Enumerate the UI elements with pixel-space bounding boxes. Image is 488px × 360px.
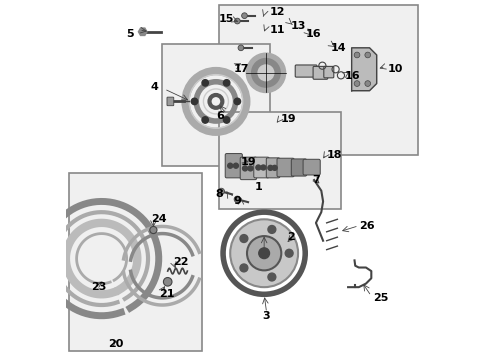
Text: 6: 6 [216, 111, 224, 121]
Circle shape [260, 165, 265, 170]
Text: 12: 12 [269, 7, 285, 17]
Circle shape [242, 166, 247, 171]
FancyBboxPatch shape [266, 158, 279, 178]
Text: 15: 15 [218, 14, 233, 24]
Circle shape [246, 236, 281, 270]
Circle shape [149, 226, 157, 234]
FancyBboxPatch shape [291, 159, 306, 176]
Text: 24: 24 [151, 214, 167, 224]
Circle shape [218, 188, 224, 195]
Circle shape [364, 81, 370, 86]
Circle shape [258, 65, 273, 81]
Text: 5: 5 [126, 28, 134, 39]
Text: 7: 7 [311, 175, 319, 185]
Text: 16: 16 [344, 71, 359, 81]
Polygon shape [138, 28, 147, 36]
Circle shape [233, 163, 238, 168]
Circle shape [267, 273, 275, 281]
Circle shape [247, 166, 252, 171]
Circle shape [230, 219, 298, 287]
Text: 3: 3 [262, 311, 269, 321]
Circle shape [267, 225, 275, 233]
Circle shape [234, 98, 240, 105]
FancyBboxPatch shape [323, 66, 333, 78]
Circle shape [353, 81, 359, 86]
Circle shape [251, 59, 280, 87]
Text: 18: 18 [326, 150, 342, 160]
Bar [219, 112, 340, 208]
FancyBboxPatch shape [303, 159, 320, 175]
Circle shape [163, 278, 172, 286]
Text: 22: 22 [173, 257, 188, 267]
Circle shape [202, 117, 208, 123]
Circle shape [240, 235, 247, 243]
Circle shape [364, 52, 370, 58]
Circle shape [202, 80, 208, 86]
Circle shape [240, 264, 247, 272]
Circle shape [223, 80, 229, 86]
Circle shape [258, 248, 269, 258]
Circle shape [234, 196, 240, 203]
Bar [219, 5, 417, 155]
Circle shape [241, 13, 247, 18]
FancyBboxPatch shape [166, 97, 173, 106]
Text: 11: 11 [269, 25, 285, 35]
Circle shape [285, 249, 292, 257]
Text: 25: 25 [372, 293, 387, 303]
Text: 1: 1 [254, 182, 262, 192]
Text: 14: 14 [329, 43, 345, 53]
Text: 19: 19 [280, 114, 295, 124]
Circle shape [191, 98, 197, 105]
Bar [162, 44, 269, 166]
Circle shape [255, 165, 260, 170]
Text: 9: 9 [233, 197, 241, 206]
Circle shape [246, 53, 285, 93]
FancyBboxPatch shape [312, 66, 327, 79]
Text: 26: 26 [358, 221, 374, 231]
FancyBboxPatch shape [253, 157, 268, 178]
FancyBboxPatch shape [295, 65, 316, 77]
Text: 17: 17 [233, 64, 249, 74]
Circle shape [227, 163, 232, 168]
FancyBboxPatch shape [225, 154, 242, 178]
Text: 13: 13 [290, 21, 305, 31]
Circle shape [234, 18, 240, 24]
Polygon shape [351, 48, 376, 91]
Circle shape [238, 45, 244, 51]
Text: 16: 16 [305, 28, 320, 39]
Bar [69, 173, 201, 351]
Text: 8: 8 [215, 189, 223, 199]
Circle shape [267, 165, 272, 170]
Text: 19: 19 [241, 157, 256, 167]
Text: 23: 23 [91, 282, 106, 292]
Text: 2: 2 [287, 232, 295, 242]
Text: 10: 10 [386, 64, 402, 74]
Text: 4: 4 [151, 82, 159, 92]
Circle shape [272, 165, 277, 170]
Text: 21: 21 [159, 289, 174, 299]
Text: 20: 20 [108, 339, 123, 349]
Circle shape [353, 52, 359, 58]
FancyBboxPatch shape [240, 157, 256, 180]
FancyBboxPatch shape [276, 158, 294, 177]
Circle shape [223, 117, 229, 123]
